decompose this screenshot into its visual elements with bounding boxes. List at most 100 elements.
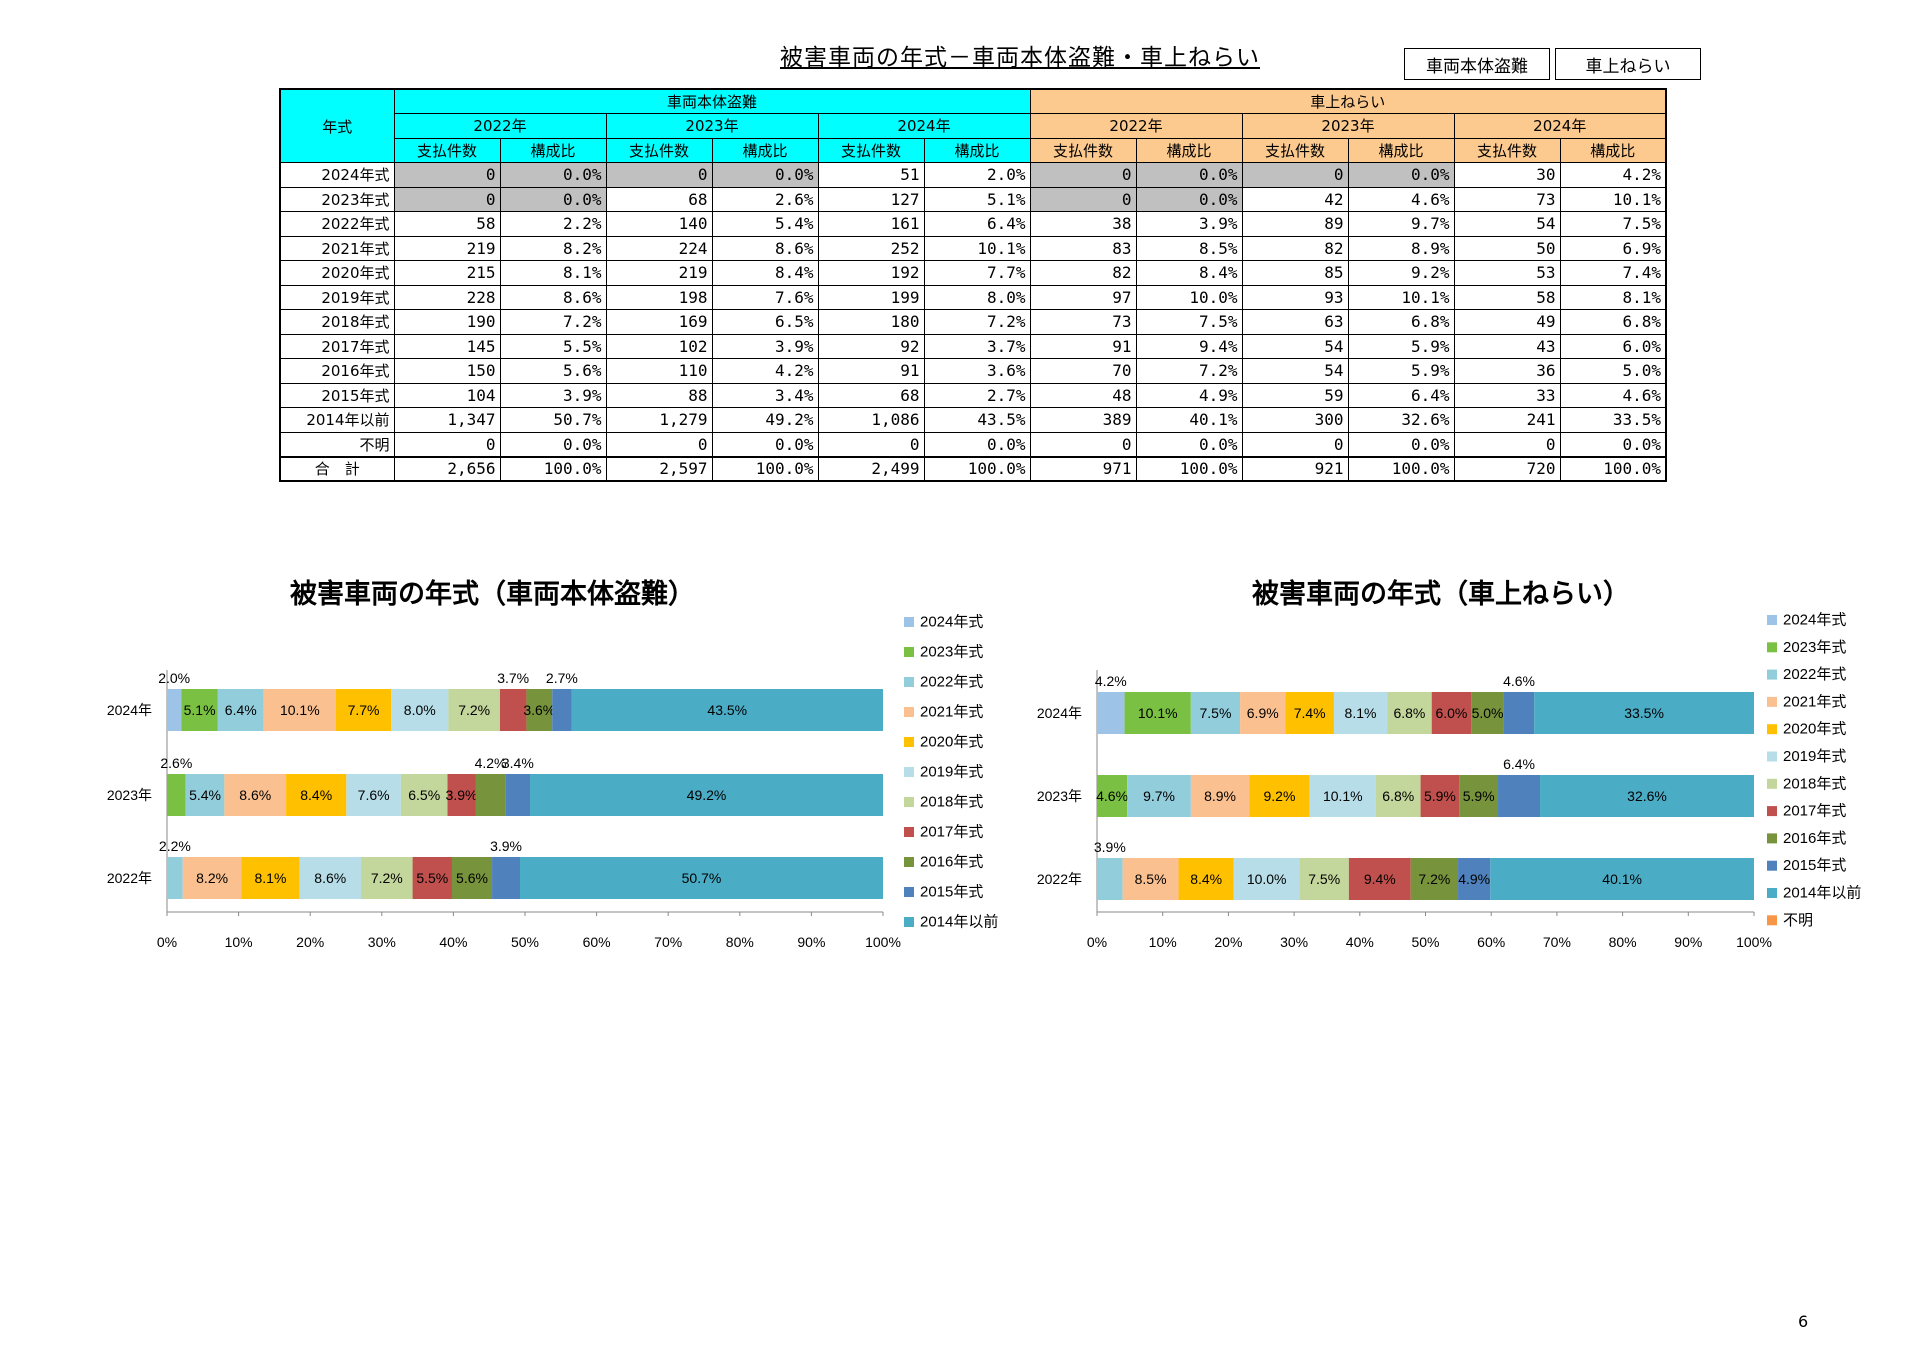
data-label: 6.8% <box>1382 788 1414 804</box>
cell-count: 0 <box>1029 431 1137 457</box>
x-tick-label: 0% <box>157 934 177 950</box>
data-label-outside: 2.2% <box>159 838 191 854</box>
cell-count: 51 <box>817 162 925 188</box>
cell-ratio: 8.1% <box>499 260 607 286</box>
data-label: 7.4% <box>1294 705 1326 721</box>
legend-label: 2022年式 <box>1783 666 1846 683</box>
data-label: 32.6% <box>1627 788 1667 804</box>
row-label: 2015年式 <box>279 382 395 408</box>
legend-label: 2020年式 <box>1783 721 1846 738</box>
bar-segment <box>505 774 531 816</box>
table-total-row: 合 計 2,656 100.0% 2,597 100.0% 2,499 100.0% 971 1… <box>279 455 1667 482</box>
bar-segment <box>1097 692 1125 734</box>
category-label: 2022年 <box>107 870 152 886</box>
cell-ratio: 6.8% <box>1559 309 1667 335</box>
data-label: 8.4% <box>300 787 332 803</box>
bar-segment <box>492 857 520 899</box>
cell-count: 169 <box>605 309 713 335</box>
table-row: 不明 0 0.0% 0 0.0% 0 0.0% 0 0.0% 0 0.0% 0 0.0% <box>279 431 1667 457</box>
page-title: 被害車両の年式－車両本体盗難・車上ねらい <box>780 45 1260 71</box>
cell-ratio: 7.5% <box>1135 309 1243 335</box>
cell-count: 49 <box>1453 309 1561 335</box>
bar-segment <box>1240 692 1286 734</box>
table-row: 2021年式 219 8.2% 224 8.6% 252 10.1% 83 8.5% 82 8.9%… <box>279 235 1667 261</box>
bar-segment <box>1459 775 1499 817</box>
group-header-onboard: 車上ねらい <box>1029 88 1667 114</box>
data-label: 5.6% <box>456 870 488 886</box>
data-label: 9.7% <box>1143 788 1175 804</box>
row-label: 2024年式 <box>279 162 395 188</box>
group-header-theft: 車両本体盗難 <box>393 88 1031 114</box>
col-header-count: 支払件数 <box>393 137 501 163</box>
legend-swatch <box>1767 860 1777 871</box>
data-label-outside: 2.6% <box>160 755 192 771</box>
cell-count: 85 <box>1241 260 1349 286</box>
data-label: 8.2% <box>196 870 228 886</box>
bar-segment <box>167 689 182 731</box>
cell-count: 145 <box>393 333 501 359</box>
bar-segment <box>1122 858 1179 900</box>
cell-ratio: 2.7% <box>923 382 1031 408</box>
cell-ratio: 100.0% <box>499 455 607 482</box>
col-header-count: 支払件数 <box>817 137 925 163</box>
row-label: 不明 <box>279 431 395 457</box>
col-header-ratio: 構成比 <box>1135 137 1243 163</box>
x-tick-label: 80% <box>726 934 754 950</box>
bar-segment <box>1471 692 1504 734</box>
chart-title-onboard: 被害車両の年式（車上ねらい） <box>1252 579 1630 610</box>
data-label-outside: 3.9% <box>1094 839 1126 855</box>
x-tick-label: 50% <box>511 934 539 950</box>
data-label: 8.1% <box>255 870 287 886</box>
legend-label: 2014年以前 <box>920 914 998 931</box>
table-row: 2022年式 58 2.2% 140 5.4% 161 6.4% 38 3.9% 89 9.7% 54… <box>279 211 1667 237</box>
bar-segment <box>447 774 476 816</box>
cell-count: 54 <box>1241 358 1349 384</box>
bar-segment <box>412 857 452 899</box>
x-tick-label: 20% <box>1214 934 1242 950</box>
cell-count: 199 <box>817 284 925 310</box>
legend-label: 2024年式 <box>920 614 983 631</box>
data-label: 5.4% <box>189 787 221 803</box>
cell-count: 92 <box>817 333 925 359</box>
cell-count: 300 <box>1241 407 1349 433</box>
legend-label: 2019年式 <box>1783 748 1846 765</box>
x-tick-label: 10% <box>225 934 253 950</box>
legend-swatch <box>904 647 914 657</box>
data-label: 5.9% <box>1463 788 1495 804</box>
bar-segment <box>1124 692 1191 734</box>
data-label-outside: 2.0% <box>158 670 190 686</box>
cell-count: 720 <box>1453 455 1561 482</box>
data-label: 8.6% <box>314 870 346 886</box>
cell-count: 0 <box>817 431 925 457</box>
category-label: 2023年 <box>107 787 152 803</box>
cell-ratio: 6.9% <box>1559 235 1667 261</box>
bar-segment <box>451 857 493 899</box>
legend-label: 2015年式 <box>920 884 983 901</box>
cell-count: 1,086 <box>817 407 925 433</box>
bar-segment <box>263 689 336 731</box>
bar-segment <box>475 774 506 816</box>
cell-ratio: 7.7% <box>923 260 1031 286</box>
col-header-count: 支払件数 <box>1029 137 1137 163</box>
x-tick-label: 10% <box>1149 934 1177 950</box>
col-header-ratio: 構成比 <box>923 137 1031 163</box>
cell-ratio: 8.1% <box>1559 284 1667 310</box>
cell-ratio: 2.2% <box>499 211 607 237</box>
data-label: 8.5% <box>1135 871 1167 887</box>
bar-segment <box>361 857 413 899</box>
legend-label: 2022年式 <box>920 674 983 691</box>
cell-count: 1,347 <box>393 407 501 433</box>
cell-count: 252 <box>817 235 925 261</box>
cell-count: 140 <box>605 211 713 237</box>
legend-swatch <box>904 887 914 897</box>
corner-header: 年式 <box>279 88 395 163</box>
cell-ratio: 4.2% <box>1559 162 1667 188</box>
bar-segment <box>519 857 883 899</box>
legend-swatch <box>904 767 914 777</box>
data-label: 10.0% <box>1247 871 1287 887</box>
legend-swatch <box>1767 724 1777 735</box>
cell-ratio: 0.0% <box>499 186 607 212</box>
cell-count: 54 <box>1241 333 1349 359</box>
cell-ratio: 9.7% <box>1347 211 1455 237</box>
legend-swatch <box>904 857 914 867</box>
